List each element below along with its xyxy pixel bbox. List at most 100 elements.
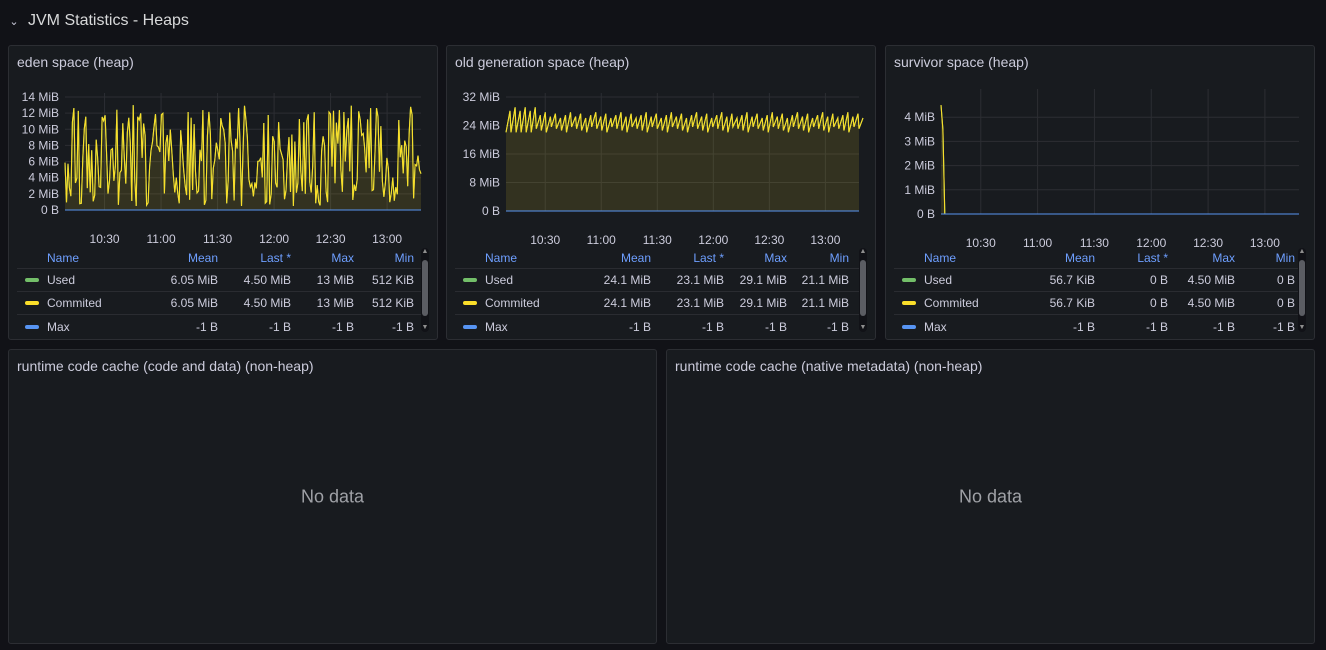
legend-table: Name Mean Last * Max Min Used 6.05 MiB 4… (17, 247, 429, 338)
legend-series-name[interactable]: Used (47, 273, 76, 287)
scroll-up-icon[interactable]: ▲ (859, 248, 867, 255)
scroll-down-icon[interactable]: ▼ (421, 324, 429, 331)
series-line-commited (505, 107, 864, 133)
legend-col-min[interactable]: Min (1275, 250, 1295, 265)
panel-code-cache[interactable]: runtime code cache (code and data) (non-… (8, 349, 657, 644)
scroll-up-icon[interactable]: ▲ (1298, 248, 1306, 255)
scroll-thumb[interactable] (422, 260, 428, 316)
legend-col-last[interactable]: Last * (260, 250, 291, 265)
legend-scrollbar[interactable]: ▲ ▼ (859, 248, 867, 332)
y-tick-label: 8 MiB (469, 176, 500, 190)
legend-swatch-max (25, 324, 39, 329)
legend-scrollbar[interactable]: ▲ ▼ (1298, 248, 1306, 332)
legend-col-max[interactable]: Max (331, 250, 354, 265)
legend-series-name[interactable]: Commited (485, 296, 540, 310)
legend-max: -1 B (1212, 319, 1235, 334)
legend-col-max[interactable]: Max (764, 250, 787, 265)
legend-col-mean[interactable]: Mean (187, 250, 218, 265)
legend-mean: 56.7 KiB (1049, 296, 1095, 310)
panel-eden-space[interactable]: eden space (heap) 0 B 2 MiB 4 MiB 6 MiB 8 Mi… (8, 45, 438, 340)
x-tick-label: 11:30 (203, 232, 232, 246)
legend-swatch-used (902, 278, 916, 282)
legend-col-name[interactable]: Name (47, 250, 80, 265)
y-tick-label: 6 MiB (28, 155, 59, 169)
legend-series-name[interactable]: Max (485, 319, 508, 334)
legend-series-name[interactable]: Used (924, 273, 953, 287)
y-tick-label: 0 B (482, 204, 500, 218)
legend-max: 13 MiB (316, 296, 354, 310)
x-tick-label: 12:30 (754, 233, 784, 247)
legend-table: Name Mean Last * Max Min Used 24.1 MiB 2… (455, 247, 867, 338)
chevron-down-icon[interactable]: ⌄ (9, 15, 19, 28)
legend-series-name[interactable]: Max (47, 319, 70, 334)
legend-series-name[interactable]: Commited (924, 296, 979, 310)
scroll-up-icon[interactable]: ▲ (421, 248, 429, 255)
legend-scrollbar[interactable]: ▲ ▼ (421, 248, 429, 332)
legend-col-min[interactable]: Min (394, 250, 414, 265)
legend-col-name[interactable]: Name (485, 250, 518, 265)
legend-mean: -1 B (195, 319, 218, 334)
legend-max: 29.1 MiB (739, 296, 787, 310)
scroll-thumb[interactable] (860, 260, 866, 316)
legend-row-max[interactable]: Max -1 B -1 B -1 B -1 B (894, 315, 1306, 338)
y-tick-label: 14 MiB (22, 90, 59, 104)
panel-old-generation[interactable]: old generation space (heap) 0 B 8 MiB 16 M… (446, 45, 876, 340)
legend-row-max[interactable]: Max -1 B -1 B -1 B -1 B (455, 315, 867, 338)
legend-series-name[interactable]: Max (924, 319, 947, 334)
legend-mean: -1 B (628, 319, 651, 334)
legend-swatch-used (463, 278, 477, 282)
x-tick-label: 11:00 (587, 233, 616, 247)
series-line-commited (64, 105, 422, 207)
legend-mean: -1 B (1072, 319, 1095, 334)
legend-col-min[interactable]: Min (829, 250, 849, 265)
legend-col-mean[interactable]: Mean (620, 250, 651, 265)
legend-min: 0 B (1276, 296, 1295, 310)
legend-header-row: Name Mean Last * Max Min (894, 247, 1306, 269)
panel-title: eden space (heap) (17, 54, 134, 70)
legend-last: 23.1 MiB (676, 296, 724, 310)
x-tick-label: 11:00 (1023, 236, 1052, 250)
y-tick-label: 24 MiB (463, 119, 500, 133)
x-tick-label: 12:00 (259, 232, 289, 246)
legend-max: 4.50 MiB (1187, 296, 1235, 310)
survivor-chart: 0 B 1 MiB 2 MiB 3 MiB 4 MiB 10:30 11:00 11:30 12… (904, 89, 1299, 250)
legend-mean: 24.1 MiB (603, 273, 651, 287)
legend-col-last[interactable]: Last * (693, 250, 724, 265)
legend-row-used[interactable]: Used 24.1 MiB 23.1 MiB 29.1 MiB 21.1 MiB (455, 269, 867, 292)
legend-row-used[interactable]: Used 56.7 KiB 0 B 4.50 MiB 0 B (894, 269, 1306, 292)
legend-series-name[interactable]: Used (485, 273, 514, 287)
legend-series-name[interactable]: Commited (47, 296, 102, 310)
row-header[interactable]: ⌄ JVM Statistics - Heaps (8, 8, 189, 34)
scroll-down-icon[interactable]: ▼ (1298, 324, 1306, 331)
x-tick-label: 11:30 (643, 233, 672, 247)
legend-row-commited[interactable]: Commited 6.05 MiB 4.50 MiB 13 MiB 512 Ki… (17, 292, 429, 315)
legend-row-commited[interactable]: Commited 56.7 KiB 0 B 4.50 MiB 0 B (894, 292, 1306, 315)
legend-last: 23.1 MiB (676, 273, 724, 287)
legend-min: -1 B (1272, 319, 1295, 334)
legend-col-max[interactable]: Max (1212, 250, 1235, 265)
legend-min: -1 B (826, 319, 849, 334)
legend-min: 0 B (1276, 273, 1295, 287)
legend-max: 4.50 MiB (1187, 273, 1235, 287)
scroll-thumb[interactable] (1299, 260, 1305, 316)
y-tick-label: 16 MiB (463, 147, 500, 161)
legend-last: -1 B (268, 319, 291, 334)
y-tick-label: 1 MiB (904, 183, 935, 197)
panel-survivor-space[interactable]: survivor space (heap) 0 B 1 MiB 2 MiB 3 MiB… (885, 45, 1315, 340)
legend-row-used[interactable]: Used 6.05 MiB 4.50 MiB 13 MiB 512 KiB (17, 269, 429, 292)
legend-row-commited[interactable]: Commited 24.1 MiB 23.1 MiB 29.1 MiB 21.1… (455, 292, 867, 315)
no-data-message: No data (300, 486, 365, 506)
scroll-down-icon[interactable]: ▼ (859, 324, 867, 331)
legend-row-max[interactable]: Max -1 B -1 B -1 B -1 B (17, 315, 429, 338)
y-tick-label: 4 MiB (904, 110, 935, 124)
legend-min: 21.1 MiB (801, 296, 849, 310)
y-tick-label: 12 MiB (22, 106, 59, 120)
x-tick-label: 12:00 (698, 233, 728, 247)
old-generation-chart: 0 B 8 MiB 16 MiB 24 MiB 32 MiB 10:30 11:00 11:3… (463, 90, 864, 247)
legend-swatch-commited (902, 301, 916, 305)
legend-col-name[interactable]: Name (924, 250, 957, 265)
legend-col-last[interactable]: Last * (1137, 250, 1168, 265)
y-tick-label: 8 MiB (28, 138, 59, 152)
legend-col-mean[interactable]: Mean (1064, 250, 1095, 265)
panel-native-metadata[interactable]: runtime code cache (native metadata) (no… (666, 349, 1315, 644)
